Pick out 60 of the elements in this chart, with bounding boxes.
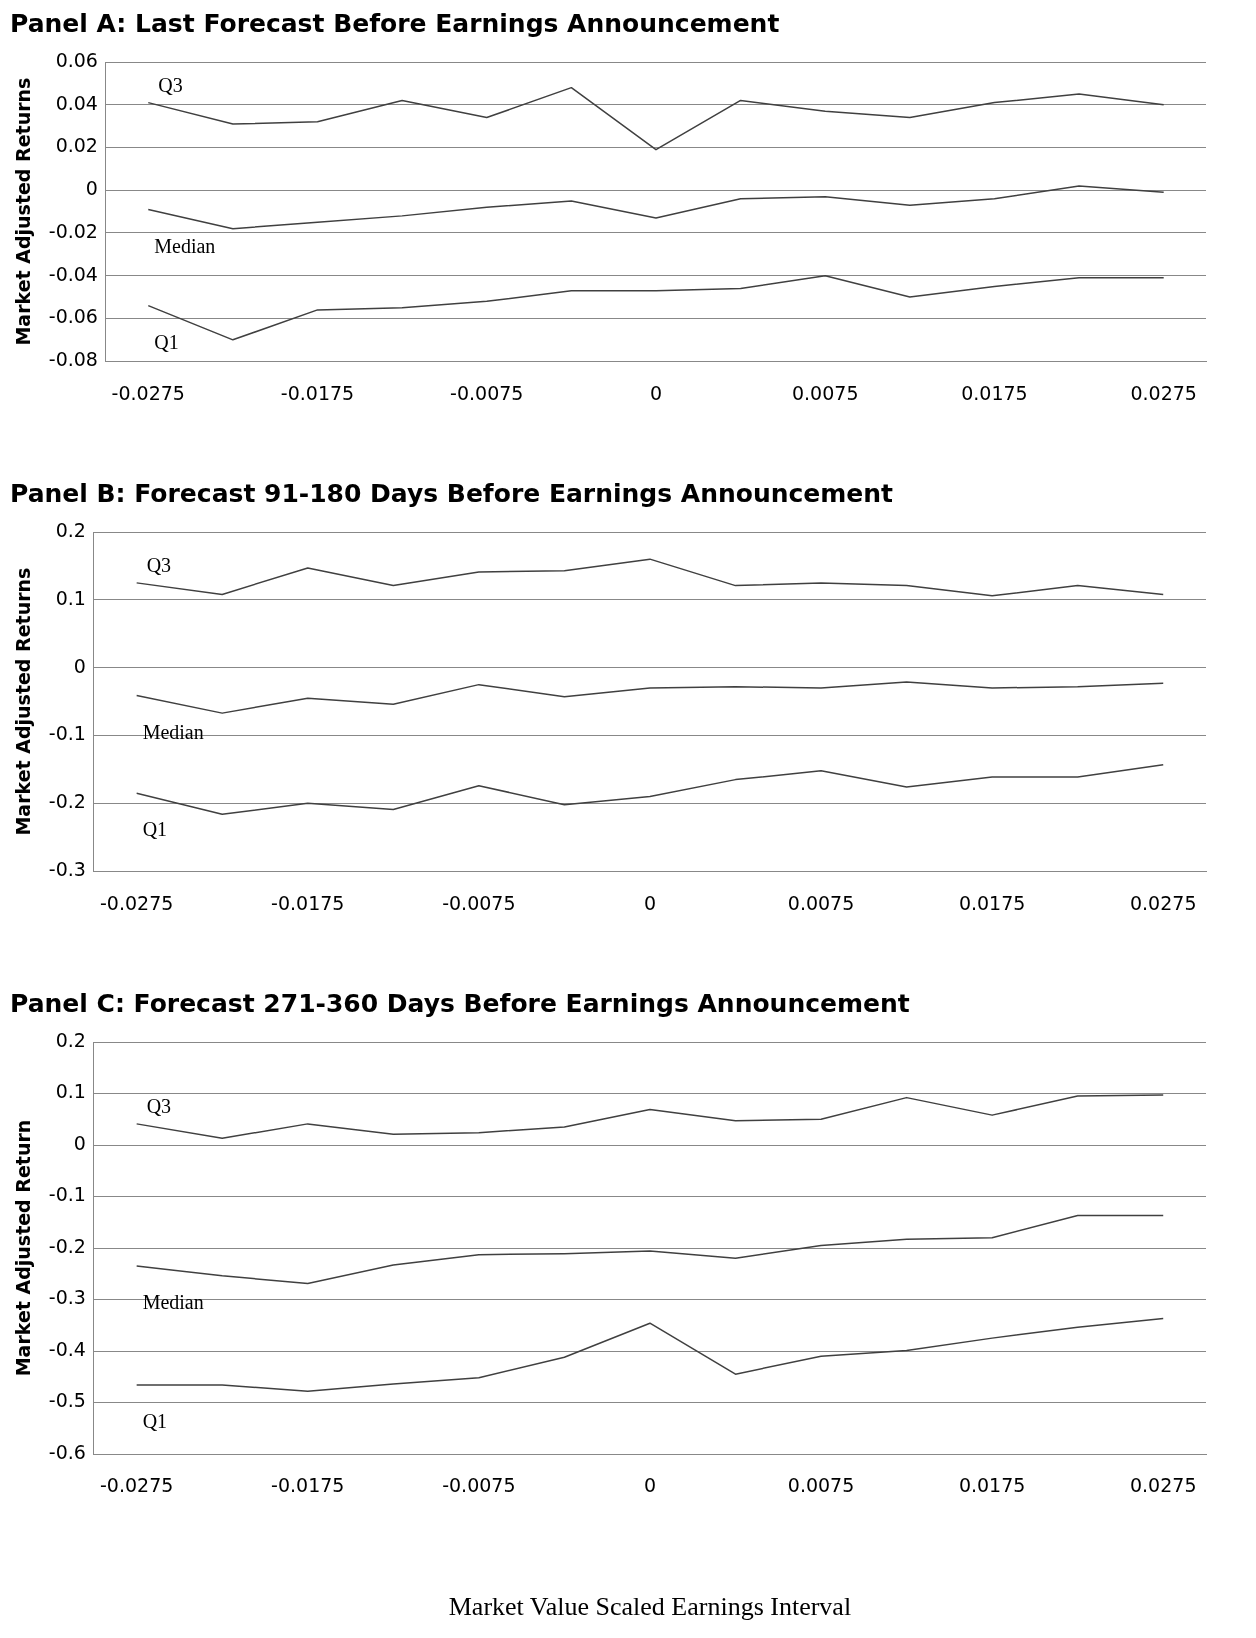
- y-tick-label: 0: [85, 177, 98, 200]
- y-tick-label: 0.02: [55, 134, 98, 157]
- y-axis-title: Market Adjusted Returns: [12, 77, 35, 346]
- x-axis-title: Market Value Scaled Earnings Interval: [448, 1592, 852, 1622]
- x-tick-label: 0.0075: [787, 1474, 855, 1497]
- x-tick-label: 0.0075: [791, 381, 859, 404]
- y-tick-label: 0.2: [55, 518, 86, 541]
- y-tick-label: -0.08: [48, 348, 98, 371]
- y-tick-label: 0: [73, 1131, 86, 1154]
- x-tick-label: 0: [643, 891, 656, 914]
- x-tick-label: -0.0175: [280, 381, 355, 404]
- x-tick-label: 0.0275: [1129, 1474, 1197, 1497]
- y-tick-label: -0.4: [48, 1337, 86, 1360]
- chart-title: Panel B: Forecast 91-180 Days Before Earnings Announcement: [10, 478, 894, 508]
- x-tick-label: -0.0075: [442, 891, 516, 914]
- y-tick-label: -0.1: [48, 722, 86, 745]
- y-tick-label: -0.04: [48, 262, 98, 285]
- y-tick-label: 0.04: [55, 91, 98, 114]
- y-tick-label: -0.2: [48, 790, 86, 813]
- y-tick-label: 0.06: [55, 48, 98, 71]
- y-tick-label: -0.6: [48, 1440, 86, 1463]
- y-tick-label: -0.02: [48, 219, 98, 242]
- x-tick-label: 0: [649, 381, 663, 404]
- series-label: Q3: [146, 554, 172, 577]
- series-label: Q1: [142, 1410, 168, 1433]
- y-tick-label: 0.1: [55, 586, 86, 609]
- x-tick-label: -0.0075: [442, 1474, 516, 1497]
- y-tick-label: -0.06: [48, 305, 98, 328]
- x-tick-label: 0.0075: [787, 891, 855, 914]
- x-tick-label: -0.0275: [99, 891, 174, 914]
- x-tick-label: 0: [643, 1474, 656, 1497]
- y-tick-label: 0.2: [55, 1028, 86, 1051]
- series-label: Q3: [146, 1095, 172, 1118]
- x-tick-label: -0.0075: [450, 381, 524, 404]
- chart-title: Panel C: Forecast 271-360 Days Before Earnings Announcement: [10, 988, 910, 1018]
- series-label: Median: [154, 234, 216, 257]
- series-label: Q1: [142, 818, 168, 841]
- series-label: Median: [142, 720, 204, 743]
- y-tick-label: 0.1: [55, 1080, 86, 1103]
- x-tick-label: 0.0275: [1129, 891, 1197, 914]
- y-tick-label: -0.1: [48, 1183, 86, 1206]
- series-label: Q3: [158, 73, 183, 96]
- x-tick-label: 0.0175: [958, 891, 1026, 914]
- y-tick-label: -0.2: [48, 1234, 86, 1257]
- y-axis-title: Market Adjusted Return: [12, 1119, 35, 1377]
- y-tick-label: -0.3: [48, 858, 86, 881]
- x-tick-label: 0.0175: [958, 1474, 1026, 1497]
- y-axis-title: Market Adjusted Returns: [12, 567, 35, 836]
- x-tick-label: -0.0275: [99, 1474, 174, 1497]
- y-tick-label: -0.5: [48, 1389, 86, 1412]
- x-tick-label: -0.0275: [111, 381, 185, 404]
- y-tick-label: 0: [73, 654, 86, 677]
- x-tick-label: -0.0175: [271, 1474, 345, 1497]
- x-tick-label: -0.0175: [271, 891, 345, 914]
- y-tick-label: -0.3: [48, 1286, 86, 1309]
- series-label: Median: [142, 1291, 204, 1314]
- x-tick-label: 0.0175: [961, 381, 1028, 404]
- chart-title: Panel A: Last Forecast Before Earnings Announcement: [10, 8, 780, 38]
- series-label: Q1: [154, 330, 179, 353]
- x-tick-label: 0.0275: [1130, 381, 1197, 404]
